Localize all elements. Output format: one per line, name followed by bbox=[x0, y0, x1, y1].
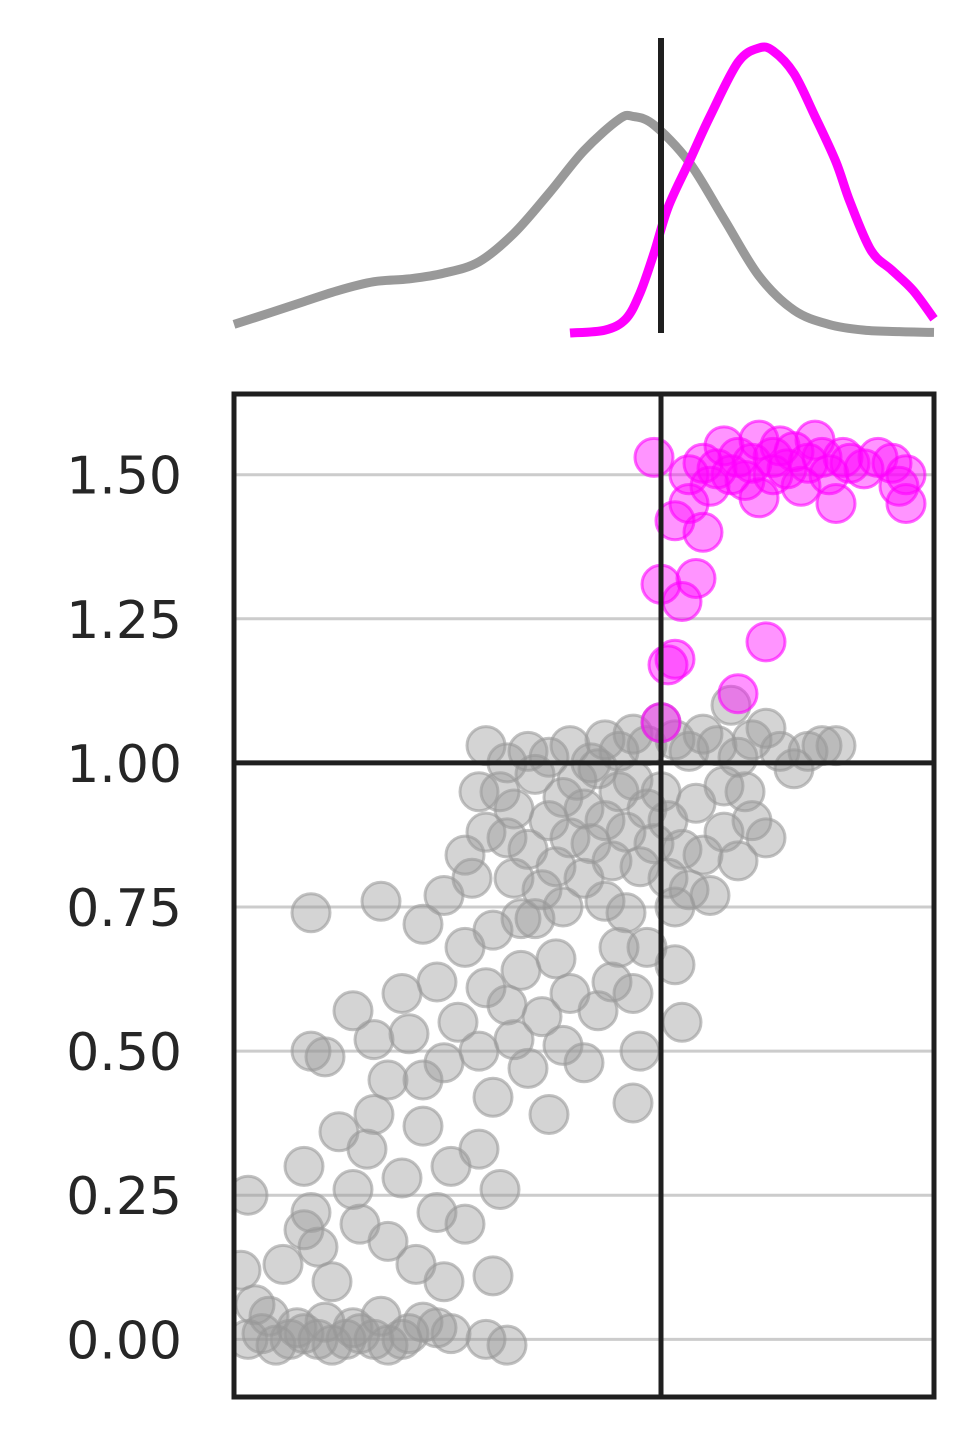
density-curve-2 bbox=[569, 42, 938, 338]
scatter-point-series-1 bbox=[388, 1013, 430, 1055]
scatter-point-series-1 bbox=[444, 1203, 486, 1245]
y-tick-label: 0.50 bbox=[66, 1023, 182, 1083]
scatter-point-series-1 bbox=[598, 926, 640, 968]
scatter-point-series-1 bbox=[745, 707, 787, 749]
scatter-point-series-1 bbox=[605, 892, 647, 934]
scatter-panel: 0.00 0.25 0.50 0.75 1.00 1.25 1.50 bbox=[66, 391, 937, 1400]
scatter-point-series-2 bbox=[682, 511, 724, 553]
scatter-point-series-2 bbox=[633, 436, 675, 478]
threshold-lines bbox=[234, 394, 934, 1397]
scatter-point-series-2 bbox=[822, 436, 864, 478]
scatter-point-series-1 bbox=[290, 892, 332, 934]
scatter-point-series-1 bbox=[486, 1324, 528, 1366]
scatter-point-series-1 bbox=[486, 984, 528, 1026]
scatter-point-series-1 bbox=[402, 1059, 444, 1101]
scatter-point-series-1 bbox=[283, 1145, 325, 1187]
y-tick-label: 0.25 bbox=[66, 1167, 182, 1227]
scatter-point-series-1 bbox=[353, 1019, 395, 1061]
scatter-point-series-1 bbox=[458, 1030, 500, 1072]
scatter-point-series-1 bbox=[612, 1082, 654, 1124]
scatter-point-series-1 bbox=[451, 857, 493, 899]
scatter-point-series-1 bbox=[479, 1169, 521, 1210]
y-tick-label: 1.00 bbox=[66, 735, 182, 795]
scatter-point-series-1 bbox=[612, 973, 654, 1014]
scatter-point-series-1 bbox=[815, 725, 857, 767]
scatter-points bbox=[234, 419, 927, 1366]
scatter-point-series-1 bbox=[332, 1169, 374, 1210]
scatter-point-series-1 bbox=[381, 1157, 423, 1199]
scatter-point-series-1 bbox=[724, 771, 766, 813]
scatter-point-series-1 bbox=[360, 880, 402, 922]
scatter-point-series-1 bbox=[528, 736, 570, 778]
scatter-point-series-1 bbox=[507, 1047, 549, 1089]
y-tick-label: 1.50 bbox=[66, 447, 182, 507]
y-tick-label: 0.00 bbox=[66, 1311, 182, 1371]
scatter-point-series-1 bbox=[563, 1042, 605, 1084]
scatter-point-series-1 bbox=[297, 1226, 339, 1268]
scatter-point-series-1 bbox=[290, 1192, 332, 1233]
scatter-point-series-2 bbox=[885, 483, 927, 524]
scatter-point-series-1 bbox=[535, 938, 577, 980]
y-tick-label: 0.75 bbox=[66, 879, 182, 939]
scatter-point-series-1 bbox=[542, 1024, 584, 1066]
scatter-point-series-1 bbox=[381, 973, 423, 1014]
scatter-point-series-2 bbox=[885, 454, 927, 496]
scatter-point-series-1 bbox=[423, 1042, 465, 1084]
scatter-point-series-1 bbox=[500, 949, 542, 991]
marginal-density-panel bbox=[232, 38, 938, 338]
scatter-point-series-1 bbox=[234, 1249, 262, 1291]
scatter-point-series-2 bbox=[675, 558, 717, 599]
scatter-point-series-1 bbox=[528, 1094, 570, 1135]
scatter-point-series-1 bbox=[493, 788, 535, 830]
density-curve-1 bbox=[232, 110, 935, 337]
scatter-point-series-1 bbox=[717, 840, 759, 882]
scatter-point-series-2 bbox=[745, 621, 787, 663]
scatter-point-series-1 bbox=[619, 1030, 661, 1072]
scatter-point-series-1 bbox=[472, 1076, 514, 1118]
scatter-point-series-1 bbox=[346, 1128, 388, 1170]
scatter-point-series-1 bbox=[458, 771, 500, 813]
scatter-point-series-1 bbox=[332, 990, 374, 1032]
scatter-point-series-1 bbox=[465, 967, 507, 1009]
y-tick-label: 1.25 bbox=[66, 591, 182, 651]
scatter-point-series-1 bbox=[311, 1261, 353, 1303]
scatter-point-series-1 bbox=[430, 1313, 472, 1355]
scatter-point-series-1 bbox=[458, 1128, 500, 1170]
y-gridlines bbox=[234, 473, 934, 1341]
scatter-point-series-1 bbox=[591, 961, 633, 1003]
scatter-point-series-1 bbox=[437, 1001, 479, 1043]
scatter-point-series-1 bbox=[423, 1261, 465, 1303]
scatter-point-series-2 bbox=[815, 483, 857, 524]
scatter-point-series-1 bbox=[521, 869, 563, 911]
scatter-point-series-1 bbox=[521, 996, 563, 1038]
scatter-point-series-1 bbox=[654, 944, 696, 986]
scatter-point-series-2 bbox=[717, 673, 759, 715]
scatter-point-series-2 bbox=[738, 477, 780, 519]
scatter-point-series-1 bbox=[304, 1036, 346, 1078]
scatter-point-series-1 bbox=[367, 1059, 409, 1101]
scatter-point-series-2 bbox=[654, 638, 696, 680]
scatter-point-series-1 bbox=[472, 1255, 514, 1297]
scatter-point-series-1 bbox=[661, 1001, 703, 1043]
scatter-point-series-1 bbox=[689, 875, 731, 916]
scatter-point-series-1 bbox=[353, 1094, 395, 1135]
scatter-point-series-1 bbox=[402, 903, 444, 945]
scatter-point-series-1 bbox=[367, 1220, 409, 1262]
scatter-point-series-1 bbox=[500, 898, 542, 940]
scatter-point-series-1 bbox=[416, 961, 458, 1003]
scatter-point-series-1 bbox=[402, 1105, 444, 1147]
scatter-point-series-1 bbox=[262, 1243, 304, 1285]
scatter-point-series-1 bbox=[710, 684, 752, 726]
scatter-point-series-1 bbox=[234, 1174, 269, 1216]
scatter-frame bbox=[231, 391, 937, 1400]
scatter-point-series-1 bbox=[563, 788, 605, 830]
scatter-point-series-1 bbox=[584, 880, 626, 922]
scatter-point-series-1 bbox=[542, 886, 584, 928]
scatter-point-series-1 bbox=[745, 817, 787, 859]
y-tick-labels: 0.00 0.25 0.50 0.75 1.00 1.25 1.50 bbox=[66, 447, 182, 1372]
